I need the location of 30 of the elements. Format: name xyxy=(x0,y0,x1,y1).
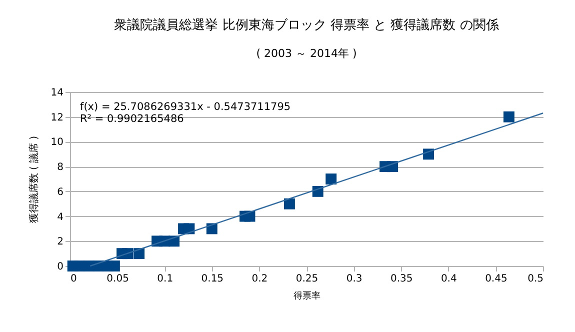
point xyxy=(134,248,145,260)
y-tick-label: 2 xyxy=(57,236,64,248)
x-tick-label: 0.1 xyxy=(157,274,174,284)
y-tick-label: 8 xyxy=(57,162,64,174)
x-tick-label: 0 xyxy=(70,274,77,284)
x-tick-label: 0.4 xyxy=(440,274,457,284)
point xyxy=(108,260,120,272)
annotation: f(x) = 25.7086269331x - 0.5473711795 xyxy=(80,101,291,113)
chart-subtitle: ( 2003 ～ 2014年 ) xyxy=(256,47,357,60)
y-tick-label: 12 xyxy=(50,112,64,124)
x-tick-label: 0.2 xyxy=(252,274,268,284)
y-tick-label: 14 xyxy=(50,88,64,98)
point xyxy=(503,111,514,122)
y-tick-label: 10 xyxy=(50,137,64,148)
x-tick-label: 0.3 xyxy=(346,274,362,284)
y-tick-label: 0 xyxy=(57,262,64,272)
x-tick-label: 0.35 xyxy=(390,274,413,284)
x-tick-label: 0.45 xyxy=(485,274,508,284)
y-axis-title: 獲得議席数 ( 議席 ) xyxy=(28,136,40,224)
x-tick-label: 0.05 xyxy=(106,274,129,284)
chart-title: 衆議院議員総選挙 比例東海ブロック 得票率 と 獲得議席数 の関係 xyxy=(114,17,499,33)
point xyxy=(326,174,337,184)
y-tick-label: 6 xyxy=(57,186,64,198)
x-tick-label: 0.15 xyxy=(201,274,224,284)
x-axis-title: 得票率 xyxy=(294,290,320,302)
x-tick-label: 0.5 xyxy=(528,274,544,284)
annotation: R² = 0.9902165486 xyxy=(80,113,184,125)
x-tick-label: 0.25 xyxy=(296,274,318,284)
y-tick-label: 4 xyxy=(57,212,64,223)
point xyxy=(284,198,295,210)
